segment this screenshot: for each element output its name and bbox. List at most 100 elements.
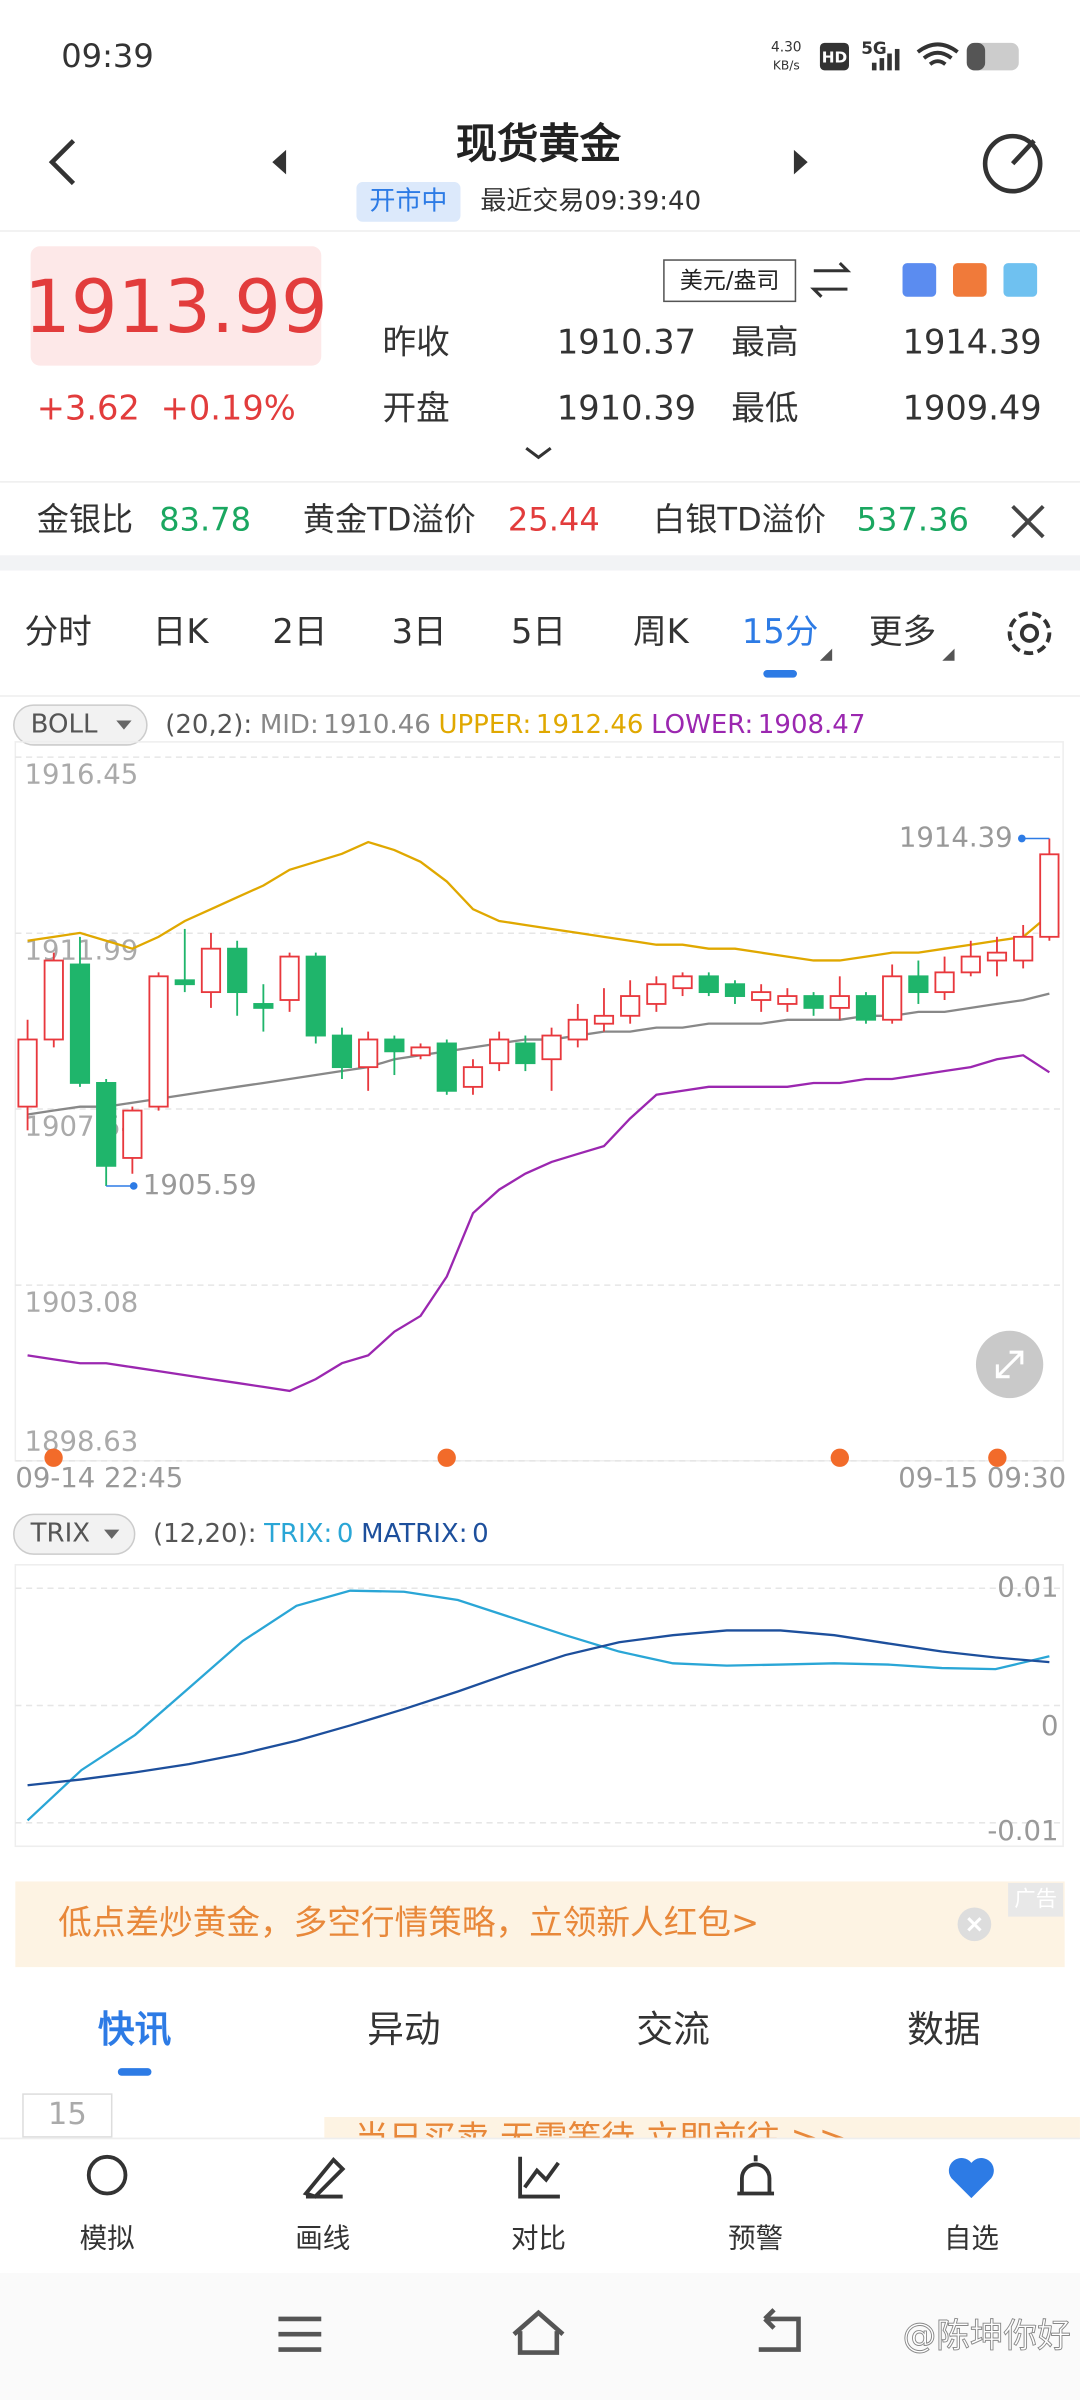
candle-body [436, 1042, 457, 1092]
candle-body [462, 1066, 484, 1088]
unit: 美元/盎司 [680, 268, 779, 294]
nav-label[interactable]: 对比 [511, 2222, 566, 2254]
net-speed: 4.30 [771, 39, 802, 55]
settings-icon[interactable] [1007, 611, 1052, 656]
unit-box[interactable] [663, 259, 797, 303]
expand-chevron[interactable] [525, 446, 552, 460]
boll-line [27, 840, 1051, 962]
candle-body [279, 955, 300, 1001]
ad-tag: 广告 [1014, 1887, 1057, 1912]
news-tab[interactable]: 数据 [907, 2008, 980, 2051]
candle-body [200, 947, 222, 994]
period-tab[interactable]: 更多 [869, 612, 936, 651]
period-tab[interactable]: 日K [153, 612, 210, 651]
tool-icon[interactable] [1003, 263, 1038, 297]
refresh-button[interactable] [982, 133, 1043, 194]
ad-text: 低点差炒黄金，多空行情策略，立领新人红包> [58, 1903, 759, 1942]
field-value: 1909.49 [903, 388, 1042, 427]
high-dot [1018, 834, 1026, 843]
boll-line [27, 992, 1050, 1116]
candle-body [934, 971, 955, 994]
candle-body [384, 1038, 405, 1053]
ratio-label: 白银TD溢价 [653, 501, 826, 539]
price: 1913.99 [24, 265, 328, 350]
y-tick-label: 1907.54 [25, 1110, 139, 1142]
y-tick-label: -0.01 [987, 1815, 1058, 1847]
indicator-name: BOLL [31, 710, 98, 740]
prev-button[interactable] [272, 149, 287, 175]
date-box [22, 2093, 113, 2138]
candle-body [1039, 853, 1060, 938]
fullscreen-button[interactable] [975, 1330, 1044, 1399]
nav-label[interactable]: 模拟 [80, 2222, 135, 2254]
y-tick-label: 1911.99 [25, 935, 139, 967]
nav-label[interactable]: 画线 [295, 2222, 350, 2254]
ad-close-x [967, 1917, 982, 1932]
close-ratios[interactable] [1011, 504, 1045, 539]
news-tab[interactable]: 交流 [636, 2008, 709, 2051]
watermark: @陈坤你好 [903, 2316, 1071, 2355]
indicator-pill[interactable] [13, 704, 148, 746]
wifi-icon [916, 42, 959, 66]
title: 现货黄金 [456, 120, 622, 168]
candle-body [17, 1038, 38, 1108]
nav-icon[interactable] [302, 2157, 346, 2199]
series-name: MATRIX: [361, 1519, 467, 1549]
candle-body [541, 1034, 562, 1061]
candle-body [122, 1109, 143, 1159]
period-tab[interactable]: 3日 [392, 612, 447, 651]
nav-icon[interactable] [737, 2155, 775, 2196]
field-label: 最高 [731, 323, 798, 362]
nav-icon[interactable] [948, 2158, 994, 2199]
back-nav-button[interactable] [758, 2308, 801, 2352]
indicator-values: (20,2): MID: 1910.46 UPPER: 1912.46 LOWER: 190… [165, 710, 865, 740]
ratio-value: 25.44 [508, 501, 600, 539]
ad-banner[interactable] [15, 1881, 1065, 1968]
y-tick-label: 0 [1041, 1710, 1059, 1742]
tool-icon[interactable] [953, 263, 987, 297]
candle-body [410, 1046, 431, 1057]
field-value: 1910.39 [557, 388, 696, 427]
last-trade: 最近交易09:39:40 [480, 186, 701, 216]
menu-button[interactable] [278, 2316, 322, 2352]
ratio-value: 537.36 [857, 501, 969, 539]
tool-icon[interactable] [902, 263, 937, 297]
trix-line [26, 1589, 1050, 1822]
series-value: 1912.46 [536, 710, 644, 740]
ratio-label: 黄金TD溢价 [303, 501, 476, 539]
nav-label[interactable]: 预警 [728, 2222, 783, 2254]
series-name: UPPER: [438, 710, 531, 740]
ratio-label: 金银比 [37, 501, 133, 539]
indicator-name: TRIX [30, 1519, 90, 1549]
period-tab[interactable]: 2日 [272, 612, 327, 651]
news-date: 15 [48, 2097, 87, 2132]
period-tab[interactable]: 周K [633, 612, 690, 651]
candle-body [331, 1034, 353, 1069]
candle-body [724, 983, 746, 997]
bottom-nav [0, 2138, 1080, 2274]
news-tab[interactable]: 快讯 [98, 2008, 172, 2051]
next-button[interactable] [793, 149, 808, 175]
system-nav [0, 2273, 1080, 2400]
nav-label[interactable]: 自选 [944, 2222, 999, 2254]
swap-icon[interactable] [810, 262, 852, 298]
nav-icon[interactable] [518, 2156, 560, 2199]
period-tab[interactable]: 15分 [742, 612, 818, 651]
ratio-value: 83.78 [159, 501, 251, 539]
period-tab[interactable]: 5日 [511, 612, 566, 651]
candle-body [829, 995, 850, 1009]
candle-body [43, 959, 64, 1041]
home-button[interactable] [512, 2309, 565, 2355]
low-label: 1905.59 [143, 1169, 257, 1201]
indicator-pill[interactable] [13, 1513, 136, 1555]
period-tab[interactable]: 分时 [25, 612, 92, 651]
nav-icon[interactable] [86, 2154, 128, 2196]
change: +3.62 [37, 388, 140, 427]
y-tick-label: 1903.08 [25, 1286, 139, 1318]
back-button[interactable] [48, 139, 76, 186]
news-banner[interactable] [324, 2117, 1080, 2163]
signal-icon [871, 48, 900, 71]
series-name: MID: [260, 710, 319, 740]
series-value: 1908.47 [758, 710, 866, 740]
news-tab[interactable]: 异动 [367, 2008, 440, 2051]
